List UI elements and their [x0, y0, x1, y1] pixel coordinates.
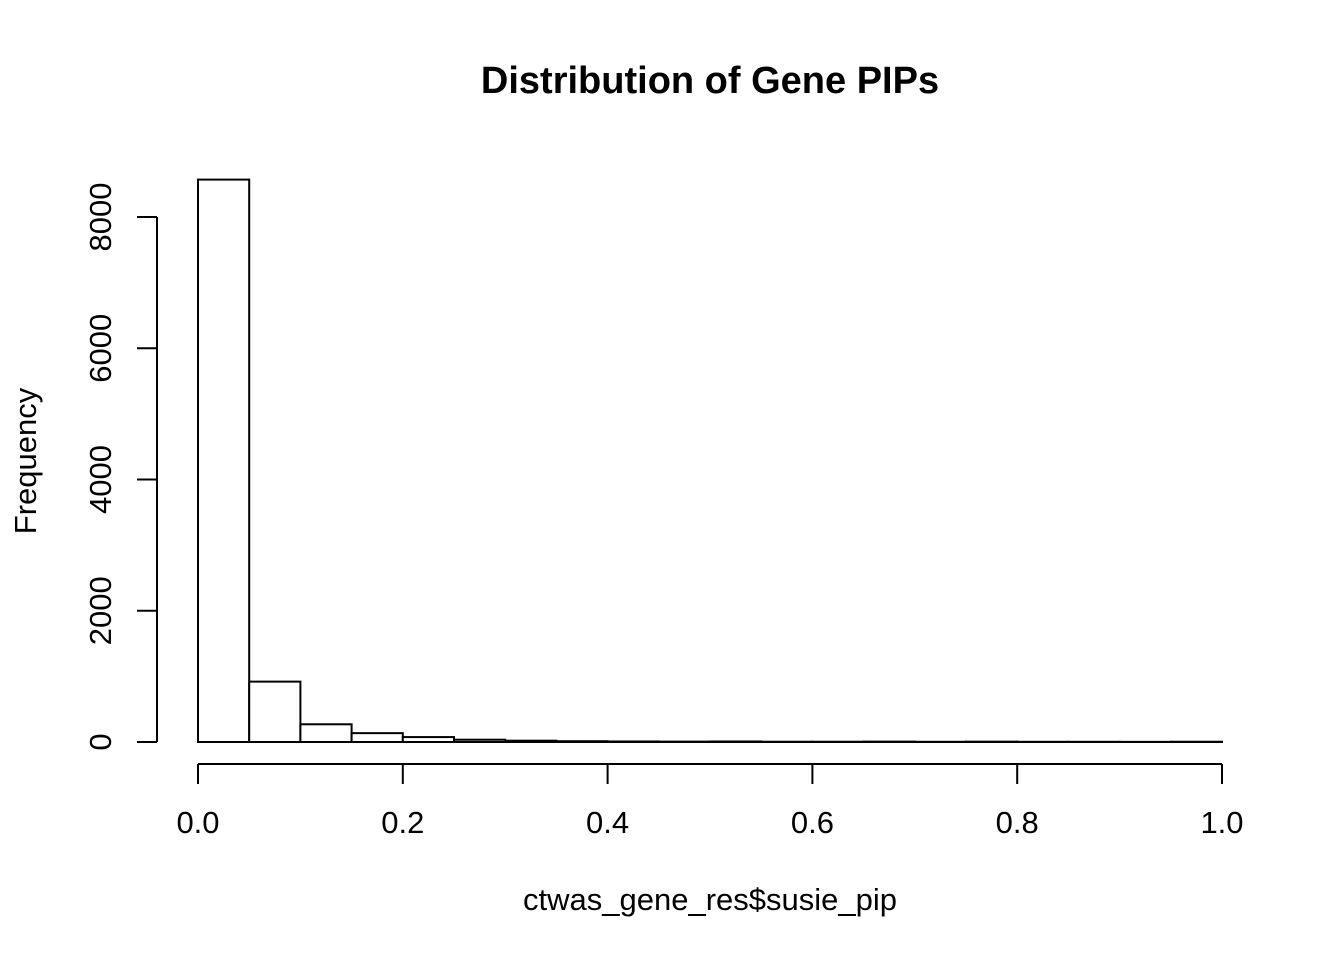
histogram-bar-6	[504, 739, 558, 743]
y-tick-label-4: 8000	[83, 183, 118, 252]
histogram-bar-7	[555, 740, 609, 744]
histogram-bars	[197, 178, 1224, 744]
y-tick-label-1: 2000	[83, 576, 118, 645]
histogram-bar-10	[709, 740, 763, 743]
histogram-bar-5	[453, 738, 507, 743]
histogram-bar-3	[350, 732, 404, 743]
histogram-bar-0	[197, 178, 251, 743]
y-tick-label-2: 4000	[83, 445, 118, 514]
y-axis: 0 2000 4000 6000 8000	[83, 183, 158, 751]
y-axis-label: Frequency	[8, 387, 43, 534]
y-tick-label-3: 6000	[83, 314, 118, 383]
x-tick-label-3: 0.6	[791, 805, 834, 840]
x-tick-label-5: 1.0	[1200, 805, 1243, 840]
y-tick-label-0: 0	[83, 733, 118, 750]
x-tick-label-0: 0.0	[176, 805, 219, 840]
histogram-bar-1	[248, 680, 302, 743]
histogram-bar-4	[401, 736, 455, 743]
histogram-bar-8	[606, 740, 660, 743]
chart-title: Distribution of Gene PIPs	[481, 60, 939, 102]
x-tick-label-1: 0.2	[381, 805, 424, 840]
x-axis: 0.0 0.2 0.4 0.6 0.8 1.0	[176, 763, 1244, 840]
x-tick-label-2: 0.4	[586, 805, 629, 840]
x-tick-label-4: 0.8	[996, 805, 1039, 840]
x-axis-label: ctwas_gene_res$susie_pip	[523, 882, 897, 917]
histogram-bar-2	[299, 723, 353, 743]
